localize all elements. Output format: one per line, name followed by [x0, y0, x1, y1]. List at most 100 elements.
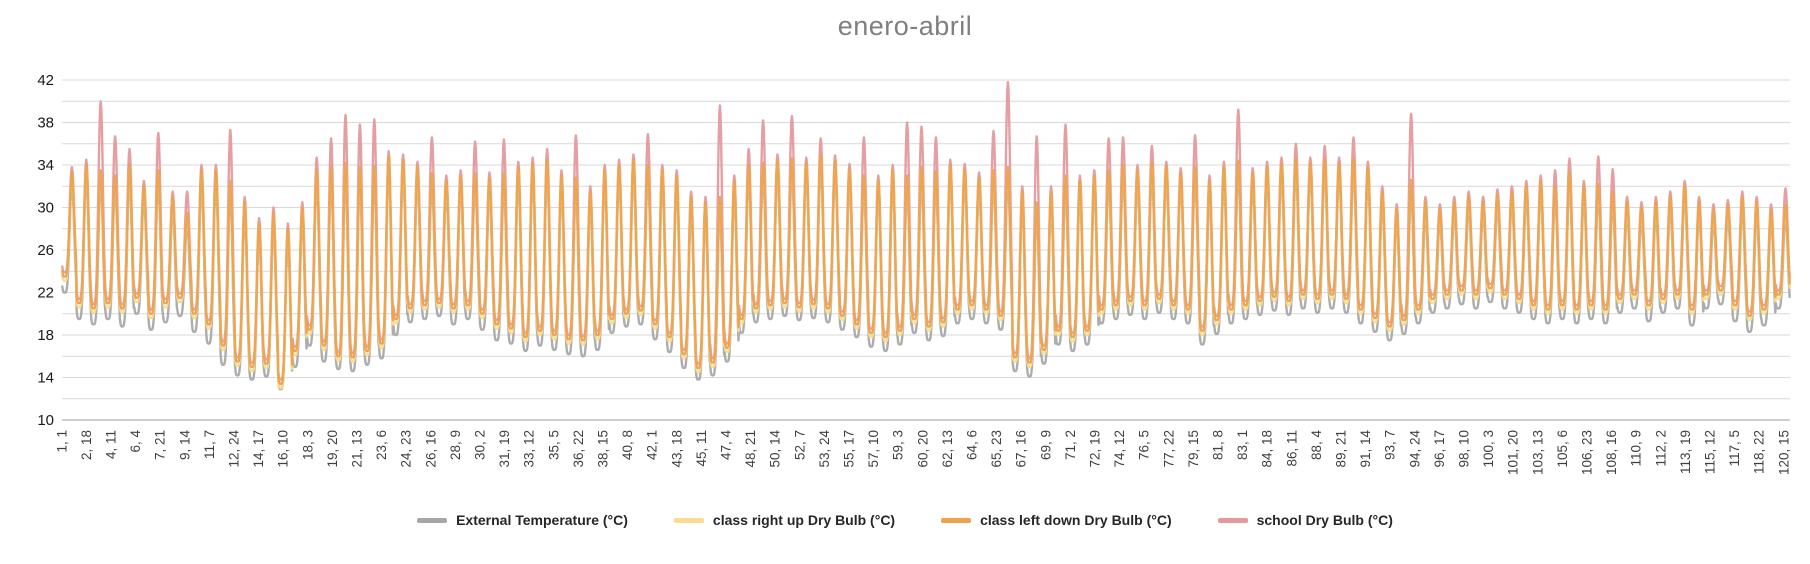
svg-text:19, 20: 19, 20 — [325, 430, 340, 468]
svg-text:33, 12: 33, 12 — [522, 430, 537, 468]
svg-text:117, 5: 117, 5 — [1727, 430, 1742, 467]
svg-text:23, 6: 23, 6 — [374, 430, 389, 460]
svg-text:91, 14: 91, 14 — [1358, 430, 1373, 468]
svg-text:45, 11: 45, 11 — [694, 430, 709, 467]
svg-text:71, 2: 71, 2 — [1063, 430, 1078, 460]
svg-text:100, 3: 100, 3 — [1481, 430, 1496, 468]
svg-text:21, 13: 21, 13 — [350, 430, 365, 468]
svg-text:43, 18: 43, 18 — [669, 430, 684, 468]
svg-text:64, 6: 64, 6 — [965, 430, 980, 460]
svg-text:52, 7: 52, 7 — [792, 430, 807, 460]
series-lines — [61, 80, 1791, 391]
svg-text:6, 4: 6, 4 — [128, 430, 143, 453]
legend-item-external-temperature[interactable]: External Temperature (°C) — [417, 512, 628, 528]
svg-text:30: 30 — [37, 200, 54, 217]
svg-text:55, 17: 55, 17 — [842, 430, 857, 468]
svg-text:65, 23: 65, 23 — [989, 430, 1004, 468]
svg-text:50, 14: 50, 14 — [768, 430, 783, 468]
svg-text:14, 17: 14, 17 — [251, 430, 266, 468]
svg-text:115, 12: 115, 12 — [1703, 430, 1718, 474]
svg-text:1, 1: 1, 1 — [54, 430, 69, 453]
svg-text:24, 23: 24, 23 — [399, 430, 414, 468]
svg-text:84, 18: 84, 18 — [1260, 430, 1275, 468]
chart-title: enero-abril — [837, 10, 973, 41]
svg-text:59, 3: 59, 3 — [891, 430, 906, 460]
svg-text:9, 14: 9, 14 — [177, 430, 192, 461]
svg-text:2, 18: 2, 18 — [79, 430, 94, 460]
svg-text:26, 16: 26, 16 — [423, 430, 438, 468]
svg-text:30, 2: 30, 2 — [473, 430, 488, 460]
svg-text:42, 1: 42, 1 — [645, 430, 660, 460]
svg-text:11, 7: 11, 7 — [202, 430, 217, 459]
legend-item-class-right-up[interactable]: class right up Dry Bulb (°C) — [673, 512, 896, 528]
svg-text:72, 19: 72, 19 — [1088, 430, 1103, 468]
legend-item-school[interactable]: school Dry Bulb (°C) — [1217, 512, 1393, 528]
svg-text:31, 19: 31, 19 — [497, 430, 512, 468]
legend-item-class-left-down[interactable]: class left down Dry Bulb (°C) — [941, 512, 1172, 528]
svg-text:38, 15: 38, 15 — [596, 430, 611, 468]
svg-text:35, 5: 35, 5 — [546, 430, 561, 460]
svg-text:16, 10: 16, 10 — [276, 430, 291, 468]
svg-text:77, 22: 77, 22 — [1161, 430, 1176, 468]
class-left-down-swatch-icon — [941, 517, 972, 523]
svg-text:101, 20: 101, 20 — [1506, 430, 1521, 475]
svg-text:118, 22: 118, 22 — [1752, 430, 1767, 474]
svg-text:103, 13: 103, 13 — [1530, 430, 1545, 475]
svg-text:112, 2: 112, 2 — [1653, 430, 1668, 467]
svg-text:81, 8: 81, 8 — [1211, 430, 1226, 460]
svg-text:113, 19: 113, 19 — [1678, 430, 1693, 474]
svg-text:60, 20: 60, 20 — [915, 430, 930, 468]
svg-text:36, 22: 36, 22 — [571, 430, 586, 468]
school-swatch-icon — [1217, 517, 1248, 523]
svg-text:10: 10 — [37, 412, 54, 429]
svg-text:62, 13: 62, 13 — [940, 430, 955, 468]
svg-text:14: 14 — [37, 370, 54, 387]
svg-text:83, 1: 83, 1 — [1235, 430, 1250, 460]
svg-text:42: 42 — [37, 72, 54, 89]
svg-text:26: 26 — [37, 242, 54, 259]
svg-text:74, 12: 74, 12 — [1112, 430, 1127, 468]
svg-text:86, 11: 86, 11 — [1284, 430, 1299, 467]
svg-text:53, 24: 53, 24 — [817, 430, 832, 468]
svg-text:108, 16: 108, 16 — [1604, 430, 1619, 475]
svg-text:93, 7: 93, 7 — [1383, 430, 1398, 460]
legend-label: school Dry Bulb (°C) — [1256, 512, 1393, 528]
legend-label: class left down Dry Bulb (°C) — [980, 512, 1172, 528]
svg-text:105, 6: 105, 6 — [1555, 430, 1570, 468]
legend-label: External Temperature (°C) — [456, 512, 628, 528]
series-line-down — [61, 153, 1791, 386]
svg-text:18, 3: 18, 3 — [300, 430, 315, 460]
class-right-up-swatch-icon — [673, 517, 704, 523]
svg-text:94, 24: 94, 24 — [1407, 430, 1422, 468]
svg-text:4, 11: 4, 11 — [104, 430, 119, 459]
svg-text:120, 15: 120, 15 — [1776, 430, 1791, 475]
svg-text:106, 23: 106, 23 — [1580, 430, 1595, 475]
svg-text:12, 24: 12, 24 — [227, 430, 242, 468]
external-temperature-swatch-icon — [417, 517, 448, 523]
svg-text:79, 15: 79, 15 — [1186, 430, 1201, 468]
svg-text:67, 16: 67, 16 — [1014, 430, 1029, 468]
chart-plot-area[interactable]: 10 14 18 22 26 30 34 38 42 1, 1 2, 18 4, 11 6, 4 7, 2… — [0, 52, 1810, 504]
legend-label: class right up Dry Bulb (°C) — [712, 512, 896, 528]
svg-text:22: 22 — [37, 285, 54, 302]
svg-text:57, 10: 57, 10 — [866, 430, 881, 468]
chart-legend: External Temperature (°C) class right up… — [0, 504, 1810, 558]
svg-text:88, 4: 88, 4 — [1309, 430, 1324, 461]
svg-text:7, 21: 7, 21 — [153, 430, 168, 460]
svg-text:98, 10: 98, 10 — [1457, 430, 1472, 468]
svg-text:96, 17: 96, 17 — [1432, 430, 1447, 468]
svg-text:48, 21: 48, 21 — [743, 430, 758, 468]
svg-text:89, 21: 89, 21 — [1334, 430, 1349, 468]
svg-text:38: 38 — [37, 115, 54, 132]
x-axis-tick-labels: 1, 1 2, 18 4, 11 6, 4 7, 21 9, 14 11, 7 12, 24 1… — [54, 430, 1791, 476]
svg-text:40, 8: 40, 8 — [620, 430, 635, 460]
svg-text:47, 4: 47, 4 — [719, 430, 734, 461]
svg-text:76, 5: 76, 5 — [1137, 430, 1152, 460]
y-axis-tick-labels: 10 14 18 22 26 30 34 38 42 — [37, 72, 54, 429]
svg-text:28, 9: 28, 9 — [448, 430, 463, 460]
svg-text:69, 9: 69, 9 — [1038, 430, 1053, 460]
svg-text:18: 18 — [37, 327, 54, 344]
svg-text:34: 34 — [37, 157, 54, 174]
gridlines — [62, 79, 1790, 421]
